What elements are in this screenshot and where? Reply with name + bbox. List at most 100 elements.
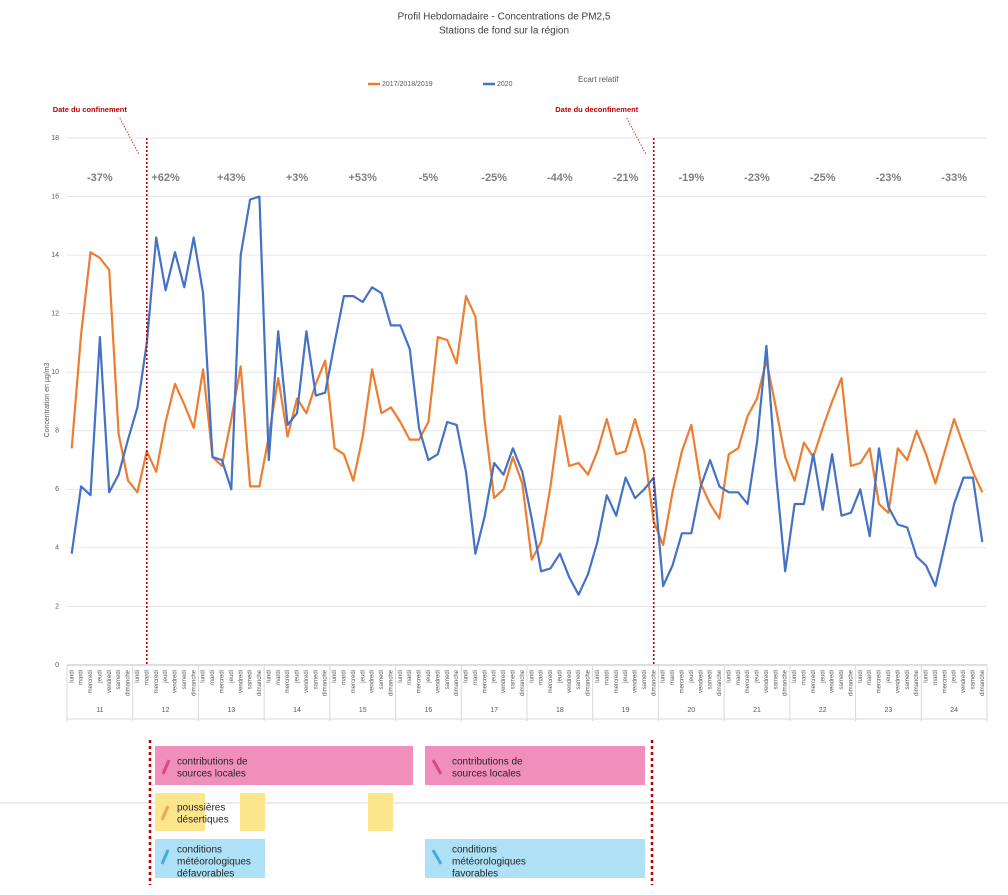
- x-tick-label: vendredi: [961, 670, 967, 693]
- x-tick-label: mercredi: [351, 670, 357, 693]
- relative-change-label: -25%: [481, 172, 507, 184]
- x-tick-label: jeudi: [952, 670, 958, 684]
- week-label: 14: [293, 707, 301, 714]
- factor-text: contributions de: [452, 757, 523, 768]
- x-tick-label: jeudi: [163, 670, 169, 684]
- x-tick-label: samedi: [970, 670, 976, 689]
- x-tick-label: vendredi: [304, 670, 310, 693]
- x-tick-label: lundi: [398, 670, 404, 683]
- y-tick-label: 12: [51, 311, 59, 318]
- factor-box: [425, 746, 645, 785]
- x-tick-label: mardi: [210, 670, 216, 685]
- x-tick-label: mercredi: [942, 670, 948, 693]
- x-tick-label: vendredi: [107, 670, 113, 693]
- x-tick-label: mardi: [473, 670, 479, 685]
- y-tick-label: 4: [55, 545, 59, 552]
- factor-text: désertiques: [177, 815, 229, 826]
- x-tick-label: mercredi: [219, 670, 225, 693]
- x-tick-label: mardi: [79, 670, 85, 685]
- x-tick-label: dimanche: [586, 669, 592, 696]
- x-tick-label: jeudi: [295, 670, 301, 684]
- x-tick-label: vendredi: [633, 670, 639, 693]
- icon: [431, 849, 443, 865]
- y-tick-label: 14: [51, 252, 59, 259]
- x-tick-label: vendredi: [173, 670, 179, 693]
- x-tick-label: vendredi: [567, 670, 573, 693]
- x-tick-label: samedi: [839, 670, 845, 689]
- y-tick-label: 8: [55, 428, 59, 435]
- x-tick-label: mercredi: [679, 670, 685, 693]
- y-tick-label: 18: [51, 135, 59, 142]
- x-tick-label: lundi: [69, 670, 75, 683]
- x-tick-label: dimanche: [848, 669, 854, 696]
- event-arrow: [119, 117, 140, 155]
- relative-change-label: -23%: [744, 172, 770, 184]
- x-tick-label: mardi: [342, 670, 348, 685]
- factor-box: [155, 793, 205, 831]
- x-tick-label: mardi: [736, 670, 742, 685]
- x-tick-label: jeudi: [755, 670, 761, 684]
- x-tick-label: samedi: [905, 670, 911, 689]
- x-tick-label: dimanche: [454, 669, 460, 696]
- x-tick-label: jeudi: [820, 670, 826, 684]
- relative-change-label: -37%: [87, 172, 113, 184]
- event-label: Date du confinement: [53, 105, 128, 114]
- x-tick-label: vendredi: [501, 670, 507, 693]
- event-label: Date du deconfinement: [555, 105, 638, 114]
- x-tick-label: jeudi: [97, 670, 103, 684]
- week-label: 13: [227, 707, 235, 714]
- x-tick-label: dimanche: [191, 669, 197, 696]
- y-tick-label: 2: [55, 603, 59, 610]
- x-tick-label: lundi: [135, 670, 141, 683]
- x-tick-label: dimanche: [914, 669, 920, 696]
- x-tick-label: lundi: [924, 670, 930, 683]
- legend-note: Ecart relatif: [578, 75, 619, 84]
- chart-title: Profil Hebdomadaire - Concentrations de …: [398, 12, 611, 23]
- relative-change-label: -44%: [547, 172, 573, 184]
- y-axis-label: Concentration en µg/m3: [44, 362, 51, 437]
- event-arrow: [626, 117, 647, 155]
- week-label: 11: [96, 707, 103, 714]
- x-tick-label: jeudi: [623, 670, 629, 684]
- week-label: 12: [162, 707, 170, 714]
- factor-text: contributions de: [177, 757, 248, 768]
- relative-change-label: -25%: [810, 172, 836, 184]
- x-tick-label: mercredi: [745, 670, 751, 693]
- x-tick-label: samedi: [313, 670, 319, 689]
- factor-text: conditions: [452, 845, 497, 856]
- factor-text: météorologiques: [177, 857, 251, 868]
- relative-change-label: +3%: [286, 172, 309, 184]
- factor-text: sources locales: [452, 769, 521, 780]
- x-tick-label: mercredi: [154, 670, 160, 693]
- factor-box: [368, 793, 393, 831]
- x-tick-label: samedi: [708, 670, 714, 689]
- x-tick-label: vendredi: [764, 670, 770, 693]
- relative-change-label: +43%: [217, 172, 246, 184]
- x-tick-label: mardi: [276, 670, 282, 685]
- x-tick-label: mercredi: [614, 670, 620, 693]
- x-tick-label: samedi: [773, 670, 779, 689]
- x-tick-label: mercredi: [88, 670, 94, 693]
- data-line: [70, 195, 984, 596]
- factor-text: poussières: [177, 803, 225, 814]
- x-tick-label: dimanche: [651, 669, 657, 696]
- legend-label: 2020: [497, 81, 513, 88]
- x-tick-label: dimanche: [783, 669, 789, 696]
- relative-change-label: +53%: [348, 172, 377, 184]
- factor-text: sources locales: [177, 769, 246, 780]
- relative-change-label: -23%: [876, 172, 902, 184]
- x-tick-label: jeudi: [229, 670, 235, 684]
- x-tick-label: lundi: [858, 670, 864, 683]
- week-label: 21: [753, 707, 761, 714]
- x-tick-label: mardi: [407, 670, 413, 685]
- y-tick-label: 6: [55, 486, 59, 493]
- x-tick-label: mercredi: [285, 670, 291, 693]
- x-tick-label: mercredi: [811, 670, 817, 693]
- factor-box: [240, 793, 265, 831]
- week-label: 22: [819, 707, 827, 714]
- x-tick-label: vendredi: [370, 670, 376, 693]
- x-tick-label: jeudi: [689, 670, 695, 684]
- week-label: 24: [950, 707, 958, 714]
- x-tick-label: jeudi: [360, 670, 366, 684]
